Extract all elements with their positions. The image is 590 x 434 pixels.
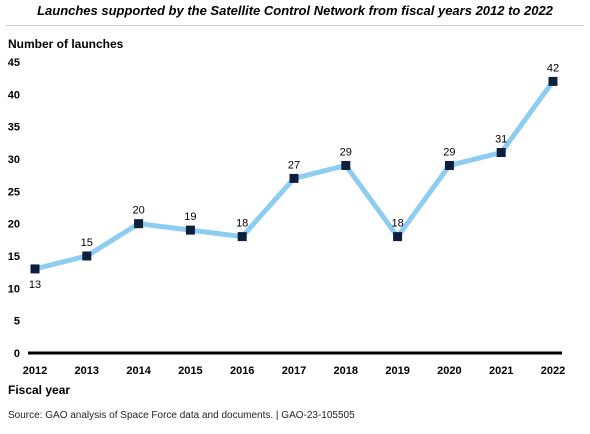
y-tick-label: 0 [14,348,20,360]
x-tick-label: 2022 [541,365,565,377]
y-tick-label: 45 [8,57,20,69]
y-tick-label: 35 [8,122,20,134]
data-point-marker [82,251,92,261]
title-divider [6,25,584,26]
y-tick-labels: 0 5 10 15 20 25 30 35 40 45 [8,57,20,360]
data-point-marker [341,160,351,170]
y-tick-label: 25 [8,186,20,198]
y-axis-label: Number of launches [8,37,124,51]
x-tick-label: 2012 [23,365,47,377]
chart-title: Launches supported by the Satellite Cont… [37,3,553,18]
data-label: 27 [288,159,300,171]
data-label: 42 [547,62,559,74]
data-point-marker [289,173,299,183]
data-point-marker [548,76,558,86]
y-tick-label: 40 [8,89,20,101]
data-label: 15 [81,237,93,249]
data-point-marker [444,160,454,170]
x-tick-label: 2016 [230,365,254,377]
y-tick-label: 10 [8,283,20,295]
data-label: 20 [132,205,144,217]
source-note: Source: GAO analysis of Space Force data… [8,410,355,421]
data-point-marker [496,148,506,158]
x-axis-label: Fiscal year [8,383,71,397]
x-tick-labels: 2012 2013 2014 2015 2016 2017 2018 2019 2020 2021… [23,365,565,377]
data-point-marker [185,225,195,235]
x-tick-label: 2017 [282,365,306,377]
data-label: 18 [236,218,248,230]
x-tick-label: 2013 [75,365,99,377]
data-label: 29 [340,146,352,158]
x-tick-label: 2019 [385,365,409,377]
x-tick-label: 2020 [437,365,461,377]
data-label: 18 [391,218,403,230]
x-tick-label: 2018 [334,365,358,377]
data-point-marker [393,232,403,242]
y-tick-label: 30 [8,154,20,166]
data-point-marker [134,219,144,229]
data-label: 29 [443,146,455,158]
x-tick-label: 2015 [178,365,202,377]
y-tick-label: 5 [14,316,20,328]
data-point-marker [237,232,247,242]
y-tick-label: 20 [8,219,20,231]
data-point-marker [30,264,40,274]
x-tick-label: 2014 [126,365,151,377]
data-label: 19 [184,211,196,223]
data-labels: 13 15 20 19 18 27 29 18 29 31 42 [29,62,559,291]
y-tick-label: 15 [8,251,20,263]
x-tick-label: 2021 [489,365,513,377]
data-label: 31 [495,134,507,146]
data-markers [30,76,558,274]
data-label: 13 [29,279,41,291]
